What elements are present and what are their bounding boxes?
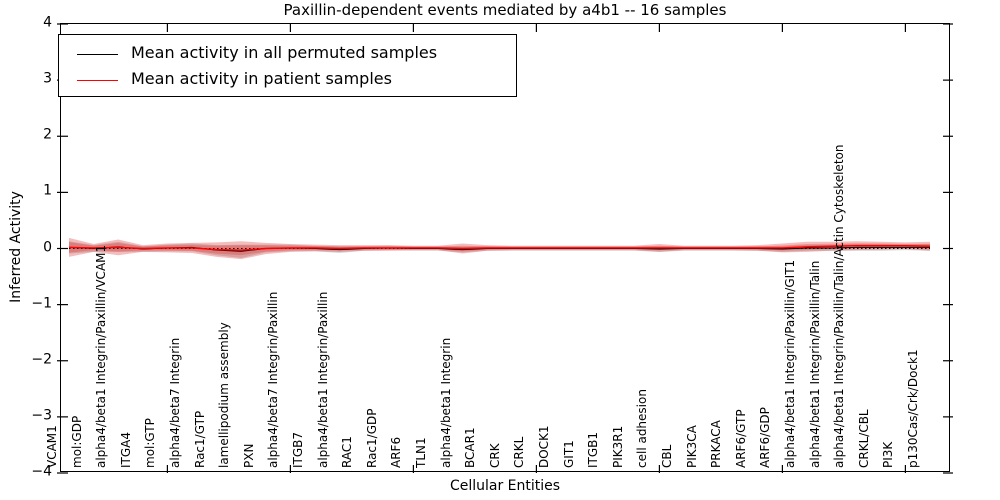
- x-tick-label: ITGA4: [118, 431, 133, 468]
- y-tick-label: 2: [43, 126, 52, 143]
- legend-line-sample-black: [77, 54, 118, 55]
- y-tick-label: −2: [31, 351, 52, 368]
- plot-area: [57, 23, 953, 474]
- x-tick-label: PI3K: [881, 441, 896, 468]
- x-tick-label: CRKL: [512, 436, 527, 468]
- x-tick-label: PIK3R1: [610, 425, 625, 468]
- y-tick-label: 1: [43, 183, 52, 200]
- legend-label: Mean activity in all permuted samples: [131, 43, 438, 62]
- x-tick-label: PIK3CA: [684, 425, 699, 468]
- legend-label: Mean activity in patient samples: [131, 69, 392, 88]
- mean-patient-line: [68, 244, 931, 251]
- x-tick-label: PXN: [241, 443, 256, 468]
- x-tick-label: VCAM1: [45, 425, 59, 468]
- y-tick-label: 3: [43, 70, 52, 87]
- x-tick-label: mol:GDP: [69, 415, 84, 468]
- y-tick-label: 0: [43, 239, 52, 256]
- y-tick-label: −1: [31, 295, 52, 312]
- x-tick-label: ITGB1: [586, 431, 601, 468]
- x-tick-label: GIT1: [561, 440, 576, 468]
- x-tick-label: lamellipodium assembly: [217, 322, 232, 468]
- x-tick-label: RAC1: [340, 436, 355, 468]
- x-tick-label: BCAR1: [463, 427, 478, 468]
- x-tick-label: Rac1/GDP: [364, 408, 379, 468]
- chart-canvas: [57, 23, 953, 474]
- x-tick-label: alpha4/beta1 Integrin/Paxillin: [315, 291, 330, 468]
- permuted-sample-range-band: [69, 241, 930, 259]
- x-tick-label: alpha4/beta1 Integrin/Paxillin/VCAM1: [94, 244, 109, 468]
- x-tick-label: mol:GTP: [143, 418, 158, 468]
- x-tick-label: CRKL/CBL: [856, 409, 871, 468]
- y-tick-label: −4: [31, 463, 52, 480]
- x-tick-label: cell adhesion: [635, 389, 650, 468]
- y-tick-label: 4: [43, 14, 52, 31]
- y-tick-label: −3: [31, 407, 52, 424]
- x-tick-label: alpha4/beta1 Integrin/Paxillin/GIT1: [783, 259, 797, 468]
- x-tick-label: CRK: [487, 443, 502, 468]
- x-tick-label: PRKACA: [709, 420, 724, 468]
- x-tick-label: alpha4/beta1 Integrin: [438, 337, 453, 468]
- x-tick-label: ARF6/GTP: [733, 409, 748, 468]
- x-tick-label: p130Cas/Crk/Dock1: [906, 349, 920, 468]
- x-tick-label: Rac1/GTP: [192, 410, 207, 468]
- legend-item-permuted: Mean activity in all permuted samples: [59, 41, 516, 69]
- x-tick-label: alpha4/beta7 Integrin/Paxillin: [266, 291, 281, 468]
- x-tick-label: TLN1: [414, 437, 428, 468]
- x-tick-label: alpha4/beta7 Integrin: [168, 337, 182, 468]
- x-tick-label: ARF6: [389, 436, 404, 468]
- legend-line-sample-red: [77, 80, 118, 81]
- legend: Mean activity in all permuted samples Me…: [58, 34, 517, 97]
- chart-title: Paxillin-dependent events mediated by a4…: [283, 1, 727, 19]
- x-tick-label: CBL: [660, 444, 674, 468]
- x-axis-label: Cellular Entities: [449, 478, 561, 494]
- x-tick-label: alpha4/beta1 Integrin/Paxillin/Talin: [807, 260, 822, 468]
- legend-item-patient: Mean activity in patient samples: [59, 67, 516, 95]
- x-tick-label: alpha4/beta1 Integrin/Paxillin/Talin/Act…: [832, 144, 847, 468]
- x-tick-label: DOCK1: [537, 425, 551, 468]
- x-tick-label: ARF6/GDP: [758, 407, 773, 468]
- x-tick-label: ITGB7: [291, 431, 305, 468]
